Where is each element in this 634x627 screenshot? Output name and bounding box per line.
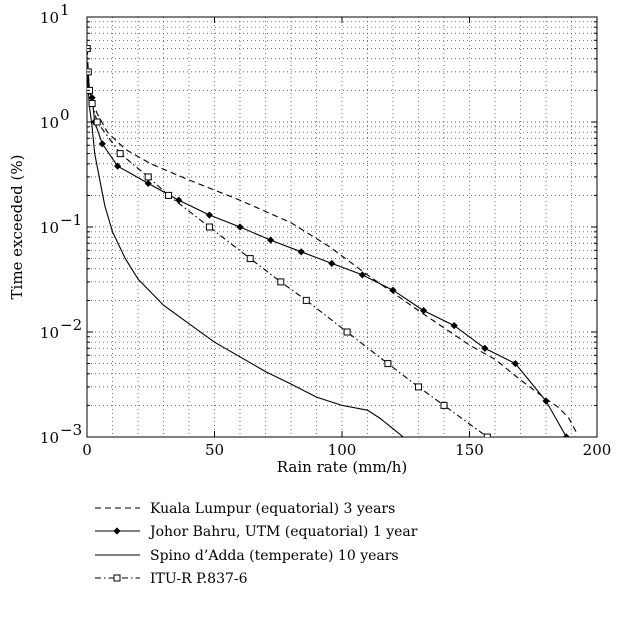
- y-tick-label-base: 10: [40, 324, 59, 342]
- legend: Kuala Lumpur (equatorial) 3 years Johor B…: [95, 501, 418, 587]
- legend-entry: ITU-R P.837-6: [95, 571, 248, 587]
- y-axis-label: Time exceeded (%): [8, 155, 26, 300]
- data-point-marker: [113, 574, 121, 582]
- x-tick-label: 150: [455, 441, 484, 459]
- data-point-marker: [205, 211, 213, 219]
- data-point-marker: [267, 236, 275, 244]
- data-point-marker: [165, 191, 173, 199]
- data-point-marker: [246, 255, 254, 263]
- y-tick-label-base: 10: [40, 429, 59, 447]
- ticks: [86, 16, 598, 438]
- grid: [87, 17, 597, 437]
- y-tick-label-base: 10: [40, 219, 59, 237]
- data-point-marker: [302, 296, 310, 304]
- data-point-marker: [481, 344, 489, 352]
- data-point-marker: [277, 278, 285, 286]
- legend-entry: Kuala Lumpur (equatorial) 3 years: [95, 501, 395, 517]
- y-tick-label: 10 −2: [40, 316, 82, 342]
- x-tick-labels: 0 50 100 150 200: [82, 441, 611, 459]
- series-layer: [87, 45, 578, 437]
- y-tick-label-exponent: −3: [60, 421, 82, 439]
- x-tick-label: 0: [82, 441, 92, 459]
- data-point-marker: [420, 307, 428, 315]
- series-line: [87, 71, 578, 433]
- data-point-marker: [440, 401, 448, 409]
- legend-entry: Spino d’Adda (temperate) 10 years: [95, 548, 399, 564]
- data-point-marker: [175, 196, 183, 204]
- data-point-marker: [358, 271, 366, 279]
- y-tick-label-exponent: −1: [60, 211, 82, 229]
- series-line: [87, 71, 404, 437]
- y-tick-label-base: 10: [40, 114, 59, 132]
- legend-entry: Johor Bahru, UTM (equatorial) 1 year: [95, 524, 418, 540]
- data-point-marker: [562, 433, 570, 437]
- data-point-marker: [389, 286, 397, 294]
- data-point-marker: [450, 322, 458, 330]
- series-1: [87, 71, 578, 433]
- series-3: [87, 71, 404, 437]
- data-point-marker: [415, 383, 422, 391]
- legend-label: Spino d’Adda (temperate) 10 years: [150, 548, 399, 564]
- legend-label: Johor Bahru, UTM (equatorial) 1 year: [148, 524, 418, 540]
- legend-label: Kuala Lumpur (equatorial) 3 years: [150, 501, 395, 517]
- y-tick-label-base: 10: [40, 9, 59, 27]
- data-point-marker: [144, 173, 152, 181]
- series-4: [87, 45, 491, 437]
- series-2: [87, 68, 570, 437]
- data-point-marker: [114, 162, 122, 170]
- x-tick-label: 50: [205, 441, 224, 459]
- x-tick-label: 200: [583, 441, 612, 459]
- data-point-marker: [144, 179, 152, 187]
- y-tick-label-exponent: 0: [60, 106, 70, 124]
- data-point-marker: [93, 118, 101, 126]
- data-point-marker: [384, 360, 392, 368]
- x-tick-label: 100: [328, 441, 357, 459]
- data-point-marker: [297, 248, 305, 256]
- y-tick-label-exponent: −2: [60, 316, 82, 334]
- data-point-marker: [542, 397, 550, 405]
- y-tick-label: 10 1: [40, 1, 70, 27]
- data-point-marker: [236, 223, 244, 231]
- data-point-marker: [205, 223, 213, 231]
- data-point-marker: [328, 259, 336, 267]
- data-point-marker: [98, 140, 106, 148]
- data-point-marker: [88, 100, 96, 108]
- data-point-marker: [511, 360, 519, 368]
- y-tick-label-exponent: 1: [60, 1, 70, 19]
- x-axis-label: Rain rate (mm/h): [277, 458, 407, 476]
- data-point-marker: [88, 94, 96, 102]
- y-tick-label: 10 0: [40, 106, 70, 132]
- data-point-marker: [343, 328, 351, 336]
- legend-label: ITU-R P.837-6: [150, 571, 248, 587]
- y-tick-label: 10 −1: [40, 211, 82, 237]
- data-point-marker: [116, 150, 124, 158]
- y-tick-label: 10 −3: [40, 421, 82, 447]
- series-line: [87, 48, 488, 437]
- data-point-marker: [483, 433, 491, 437]
- data-point-marker: [113, 527, 121, 535]
